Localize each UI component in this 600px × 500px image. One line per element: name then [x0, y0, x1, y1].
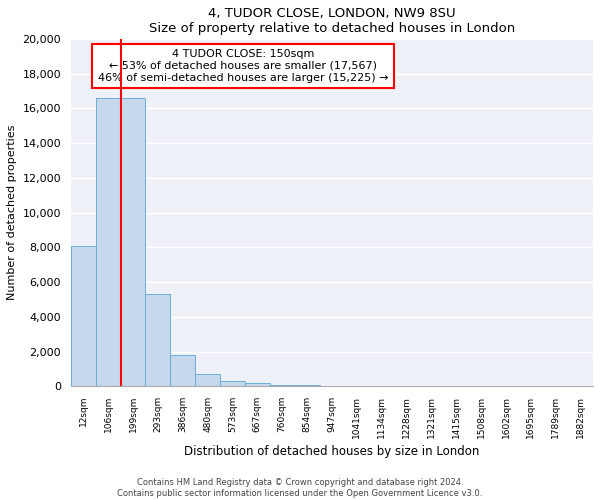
X-axis label: Distribution of detached houses by size in London: Distribution of detached houses by size … — [184, 445, 479, 458]
Bar — [270, 384, 295, 386]
Text: Contains HM Land Registry data © Crown copyright and database right 2024.
Contai: Contains HM Land Registry data © Crown c… — [118, 478, 482, 498]
Bar — [96, 98, 121, 386]
Bar — [121, 98, 145, 386]
Bar — [170, 355, 195, 386]
Bar — [195, 374, 220, 386]
Bar — [245, 383, 270, 386]
Title: 4, TUDOR CLOSE, LONDON, NW9 8SU
Size of property relative to detached houses in : 4, TUDOR CLOSE, LONDON, NW9 8SU Size of … — [149, 7, 515, 35]
Bar — [145, 294, 170, 386]
Text: 4 TUDOR CLOSE: 150sqm
← 53% of detached houses are smaller (17,567)
46% of semi-: 4 TUDOR CLOSE: 150sqm ← 53% of detached … — [98, 50, 388, 82]
Y-axis label: Number of detached properties: Number of detached properties — [7, 125, 17, 300]
Bar — [220, 381, 245, 386]
Bar — [71, 246, 96, 386]
